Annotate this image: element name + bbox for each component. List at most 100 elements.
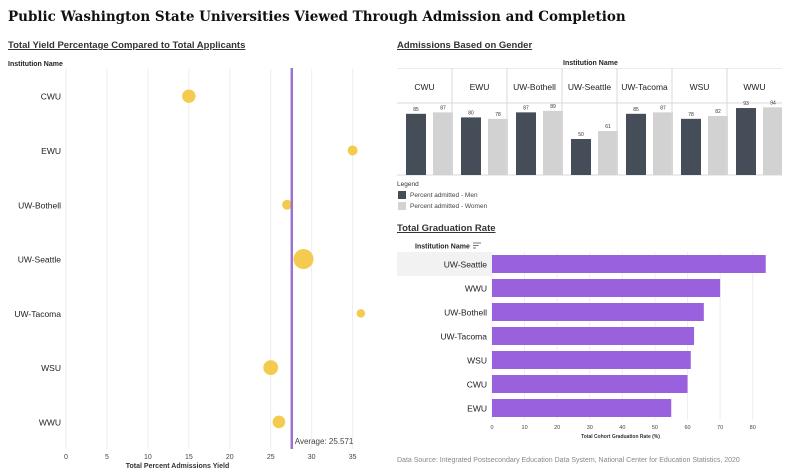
- graduation-row-label: UW-Seattle: [444, 260, 488, 270]
- yield-row-label: CWU: [41, 92, 61, 102]
- graduation-x-tick-label: 70: [717, 425, 723, 431]
- gender-bar-men: [571, 139, 591, 175]
- graduation-row-header-label: Institution Name: [415, 243, 470, 251]
- gender-column-label: UW-Tacoma: [621, 82, 668, 92]
- legend-swatch-women: [398, 202, 406, 210]
- yield-circle-cwu: [182, 89, 196, 103]
- yield-scatter-chart: 0 5 10 15 20 25 30 35 CWU EWU UW-Bothell UW-Seattle…: [14, 68, 366, 470]
- yield-x-tick-label: 15: [185, 454, 193, 461]
- legend-swatch-men: [398, 191, 406, 199]
- yield-circle-uw-bothell: [282, 199, 293, 210]
- gender-bar-value-label: 80: [468, 110, 474, 116]
- average-label: Average: 25.571: [295, 437, 354, 446]
- gender-bar-value-label: 85: [413, 107, 419, 113]
- yield-row-header: Institution Name: [8, 61, 63, 68]
- gender-bar-men: [736, 108, 756, 175]
- yield-x-tick-label: 5: [105, 454, 109, 461]
- gender-column-label: UW-Seattle: [568, 82, 612, 92]
- gender-bar-value-label: 61: [605, 124, 611, 130]
- graduation-row-label: UW-Tacoma: [440, 332, 487, 342]
- gender-bar-value-label: 89: [550, 104, 556, 110]
- graduation-x-tick-label: 30: [587, 425, 593, 431]
- graduation-x-tick-label: 50: [652, 425, 658, 431]
- gender-bar-men: [461, 117, 481, 175]
- graduation-row-label: UW-Bothell: [444, 308, 487, 318]
- graduation-bar-cwu: [492, 375, 688, 393]
- yield-chart-title: Total Yield Percentage Compared to Total…: [8, 40, 246, 51]
- gender-bar-women: [433, 112, 453, 175]
- gender-bar-men: [626, 113, 646, 175]
- yield-circle-wwu: [272, 415, 286, 429]
- graduation-x-tick-label: 20: [554, 425, 560, 431]
- legend-item-women[interactable]: Percent admitted - Women: [398, 202, 487, 210]
- graduation-row-label: WSU: [467, 356, 487, 366]
- graduation-row-label: WWU: [465, 284, 487, 294]
- graduation-x-tick-label: 0: [490, 425, 493, 431]
- gender-bar-value-label: 78: [495, 112, 501, 118]
- yield-row-label: EWU: [41, 146, 61, 156]
- graduation-row-label: EWU: [467, 404, 487, 414]
- graduation-chart-title: Total Graduation Rate: [397, 223, 496, 234]
- gender-column-label: WSU: [690, 82, 710, 92]
- gender-bar-women: [488, 118, 508, 175]
- gender-bar-value-label: 50: [578, 132, 584, 138]
- yield-x-tick-label: 25: [267, 454, 275, 461]
- legend-label-women: Percent admitted - Women: [410, 202, 488, 210]
- yield-x-tick-label: 0: [64, 454, 68, 461]
- graduation-bar-wsu: [492, 351, 691, 369]
- gender-bar-value-label: 94: [770, 100, 776, 106]
- graduation-x-axis-title: Total Cohort Graduation Rate (%): [581, 434, 660, 440]
- graduation-row-highlight: [397, 252, 492, 276]
- graduation-x-tick-label: 80: [750, 425, 756, 431]
- gender-bar-value-label: 78: [688, 112, 694, 118]
- gender-bar-value-label: 82: [715, 109, 721, 115]
- gender-legend-title: Legend: [397, 181, 419, 188]
- gender-column-label: UW-Bothell: [513, 82, 556, 92]
- gender-bar-men: [406, 113, 426, 175]
- gender-bar-value-label: 87: [523, 105, 529, 111]
- yield-row-label: WWU: [39, 417, 61, 427]
- graduation-bar-uw-tacoma: [492, 327, 695, 345]
- graduation-row-label: CWU: [467, 380, 487, 390]
- data-source-note: Data Source: Integrated Postsecondary Ed…: [397, 457, 740, 464]
- gender-bar-men: [681, 118, 701, 175]
- sort-descending-icon[interactable]: [472, 242, 481, 251]
- gender-column-label: WWU: [743, 82, 765, 92]
- graduation-x-tick-label: 40: [619, 425, 625, 431]
- graduation-bar-ewu: [492, 399, 672, 417]
- yield-row-label: UW-Tacoma: [14, 309, 61, 319]
- yield-circle-uw-tacoma: [356, 309, 366, 318]
- gender-bar-women: [763, 107, 782, 175]
- graduation-bar-chart: 0 10 20 30 40 50 60 70 80 UW-Seattle WWU UW-Bothell…: [397, 252, 766, 440]
- gender-bar-value-label: 87: [660, 105, 666, 111]
- gender-bar-women: [598, 131, 618, 175]
- gender-bar-women: [653, 112, 673, 175]
- gender-column-label: EWU: [470, 82, 490, 92]
- gender-bar-chart: CWU 85 87 EWU 80 78 UW-Bothell 87 89 UW-Seattle 50…: [397, 68, 782, 176]
- gender-legend: Percent admitted - Men Percent admitted …: [398, 191, 487, 210]
- graduation-bar-uw-bothell: [492, 303, 704, 321]
- graduation-row-header: Institution Name: [415, 242, 481, 251]
- yield-x-axis-title: Total Percent Admissions Yield: [126, 463, 229, 470]
- gender-chart-title: Admissions Based on Gender: [397, 40, 533, 51]
- yield-circle-wsu: [263, 360, 279, 376]
- yield-row-label: UW-Seattle: [18, 255, 62, 265]
- gender-bar-value-label: 85: [633, 107, 639, 113]
- yield-circle-ewu: [347, 145, 358, 156]
- yield-x-tick-label: 30: [308, 454, 316, 461]
- yield-row-label: WSU: [41, 363, 61, 373]
- legend-label-men: Percent admitted - Men: [410, 191, 478, 199]
- gender-column-label: CWU: [414, 82, 434, 92]
- gender-bar-women: [708, 115, 728, 175]
- dashboard-title: Public Washington State Universities Vie…: [8, 9, 626, 25]
- gender-bar-women: [543, 110, 563, 175]
- gender-bar-value-label: 87: [440, 105, 446, 111]
- graduation-x-tick-label: 10: [522, 425, 528, 431]
- graduation-bar-uw-seattle: [492, 255, 766, 273]
- graduation-x-tick-label: 60: [684, 425, 690, 431]
- graduation-bar-wwu: [492, 279, 721, 297]
- yield-circle-uw-seattle: [293, 249, 314, 270]
- legend-item-men[interactable]: Percent admitted - Men: [398, 191, 487, 199]
- yield-row-label: UW-Bothell: [18, 200, 61, 210]
- yield-x-tick-label: 20: [226, 454, 234, 461]
